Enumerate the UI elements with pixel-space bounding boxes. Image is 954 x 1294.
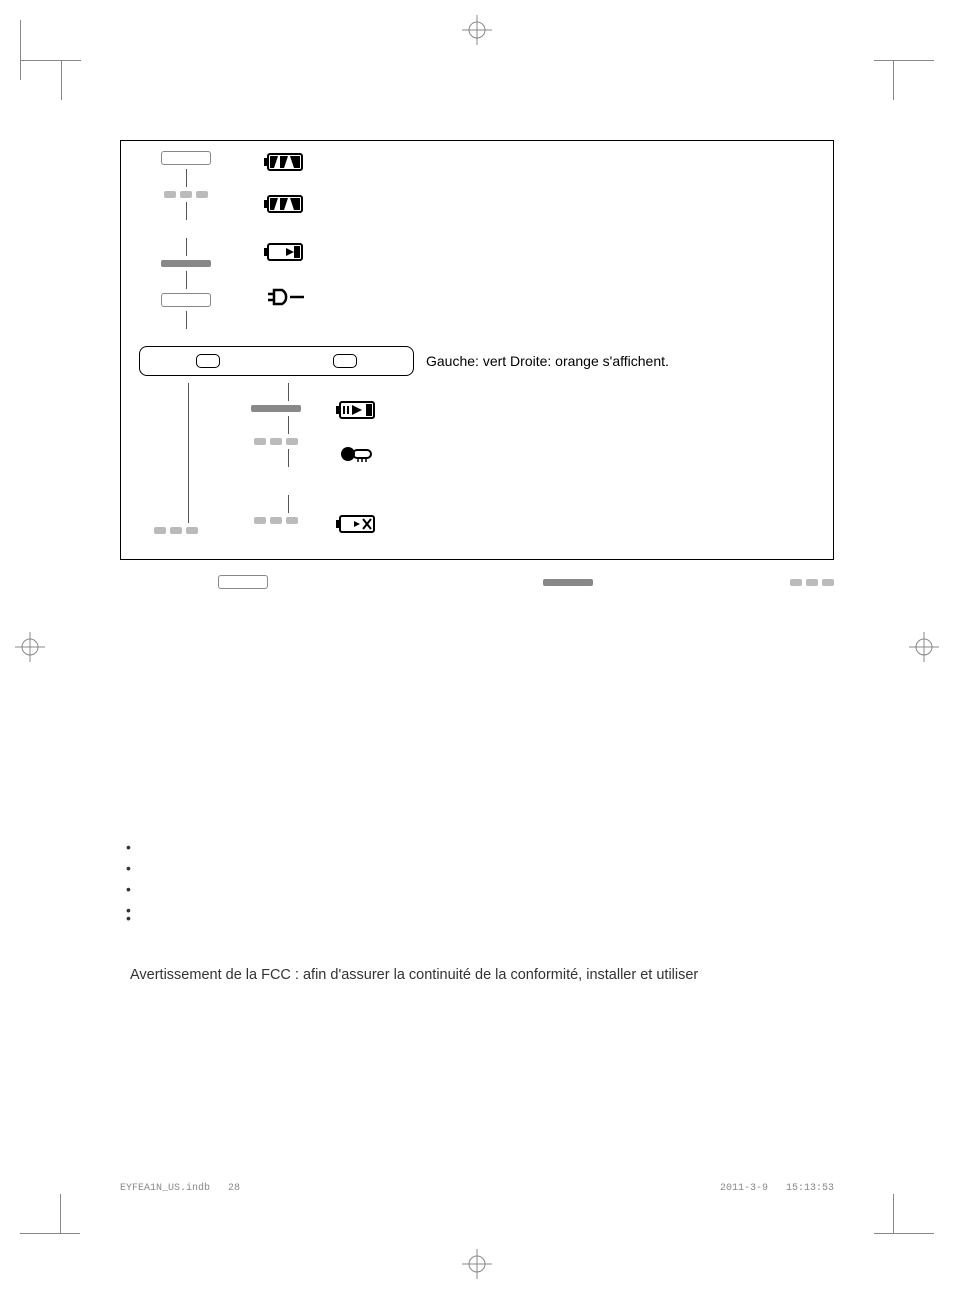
flow-node-pill	[161, 293, 211, 307]
battery-icon-full	[256, 193, 316, 215]
flow-connector	[186, 311, 187, 329]
page-footer: EYFEA1N_US.indb 28 2011-3-9 15:13:53	[120, 1183, 834, 1194]
crop-mark-top-right	[874, 20, 934, 80]
crop-mark-bottom-left	[20, 1214, 80, 1274]
flow-connector	[186, 169, 187, 187]
crop-mark-bottom-right	[874, 1214, 934, 1274]
footer-filename: EYFEA1N_US.indb	[120, 1183, 210, 1194]
registration-mark-right	[909, 632, 939, 662]
flowchart-diagram: Gauche: vert Droite: orange s'affichent.	[120, 140, 834, 560]
legend-bar	[543, 579, 593, 586]
registration-mark-left	[15, 632, 45, 662]
flow-selection-box	[139, 346, 414, 376]
flow-connector	[288, 495, 289, 513]
fcc-warning-text: Avertissement de la FCC : afin d'assurer…	[130, 965, 834, 987]
registration-mark-bottom	[462, 1249, 492, 1279]
flow-connector	[188, 383, 189, 523]
legend-dots	[790, 579, 834, 586]
battery-icon-full	[256, 151, 316, 173]
footer-page-number: 28	[228, 1183, 240, 1194]
bullet-item	[140, 879, 144, 900]
bullet-item	[140, 908, 144, 929]
flow-connector	[288, 449, 289, 467]
plug-icon	[256, 286, 316, 308]
thermometer-icon	[336, 443, 380, 470]
flow-connector	[186, 271, 187, 289]
bullet-item	[140, 858, 144, 879]
page-content: Gauche: vert Droite: orange s'affichent.	[80, 80, 874, 1214]
flow-connector	[186, 202, 187, 220]
flow-node-bar	[251, 405, 301, 412]
flow-node-dots	[151, 527, 201, 534]
flow-node-dots	[251, 517, 301, 524]
battery-icon-charging	[256, 241, 316, 263]
flow-node-dots	[251, 438, 301, 445]
footer-time: 15:13:53	[786, 1183, 834, 1194]
flow-connector	[288, 383, 289, 401]
footer-date: 2011-3-9	[720, 1183, 768, 1194]
battery-error-icon	[336, 513, 380, 540]
indicator-slot-left	[196, 354, 220, 368]
footer-timestamp: 2011-3-9 15:13:53	[720, 1183, 834, 1194]
annotation-text: Gauche: vert Droite: orange s'affichent.	[426, 353, 669, 369]
registration-mark-top	[462, 15, 492, 45]
flow-node-pill	[161, 151, 211, 165]
battery-icon-play	[336, 399, 380, 426]
legend-pill	[218, 575, 268, 589]
flow-node-dots	[151, 191, 221, 198]
flow-left-column	[151, 151, 221, 333]
flow-lower-left-column	[176, 379, 201, 534]
indicator-slot-right	[333, 354, 357, 368]
footer-file: EYFEA1N_US.indb 28	[120, 1183, 240, 1194]
legend-row	[120, 572, 834, 592]
crop-mark-top-left	[20, 20, 80, 80]
flow-connector	[288, 416, 289, 434]
flow-connector	[186, 238, 187, 256]
flow-node-bar	[161, 260, 211, 267]
bullet-list	[140, 837, 144, 929]
flow-lower-column	[276, 379, 301, 524]
bullet-item	[140, 837, 144, 858]
